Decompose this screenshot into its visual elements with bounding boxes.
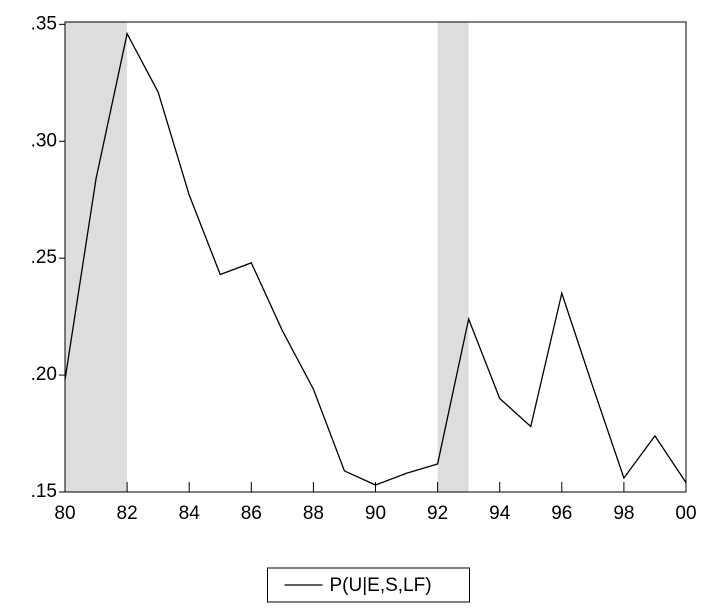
x-tick-label: 84: [179, 503, 201, 524]
x-tick-label: 80: [54, 503, 75, 524]
legend-label: P(U|E,S,LF): [330, 575, 432, 596]
legend: P(U|E,S,LF): [267, 567, 470, 603]
shaded-region: [437, 22, 469, 492]
shaded-region: [65, 22, 128, 492]
x-tick-label: 94: [489, 503, 511, 524]
y-tick-label: .30: [31, 130, 57, 151]
y-tick-label: .15: [31, 481, 57, 502]
x-tick-label: 88: [303, 503, 324, 524]
x-tick-label: 98: [613, 503, 634, 524]
y-tick-label: .20: [31, 364, 57, 385]
y-tick-label: .25: [31, 247, 57, 268]
y-tick-label: .35: [31, 13, 57, 34]
x-tick-label: 90: [365, 503, 386, 524]
x-tick-label: 96: [551, 503, 572, 524]
data-line: [64, 31, 687, 486]
x-tick-label: 86: [241, 503, 262, 524]
x-tick-label: 00: [675, 503, 696, 524]
x-tick-label: 92: [427, 503, 448, 524]
x-tick-label: 82: [117, 503, 138, 524]
